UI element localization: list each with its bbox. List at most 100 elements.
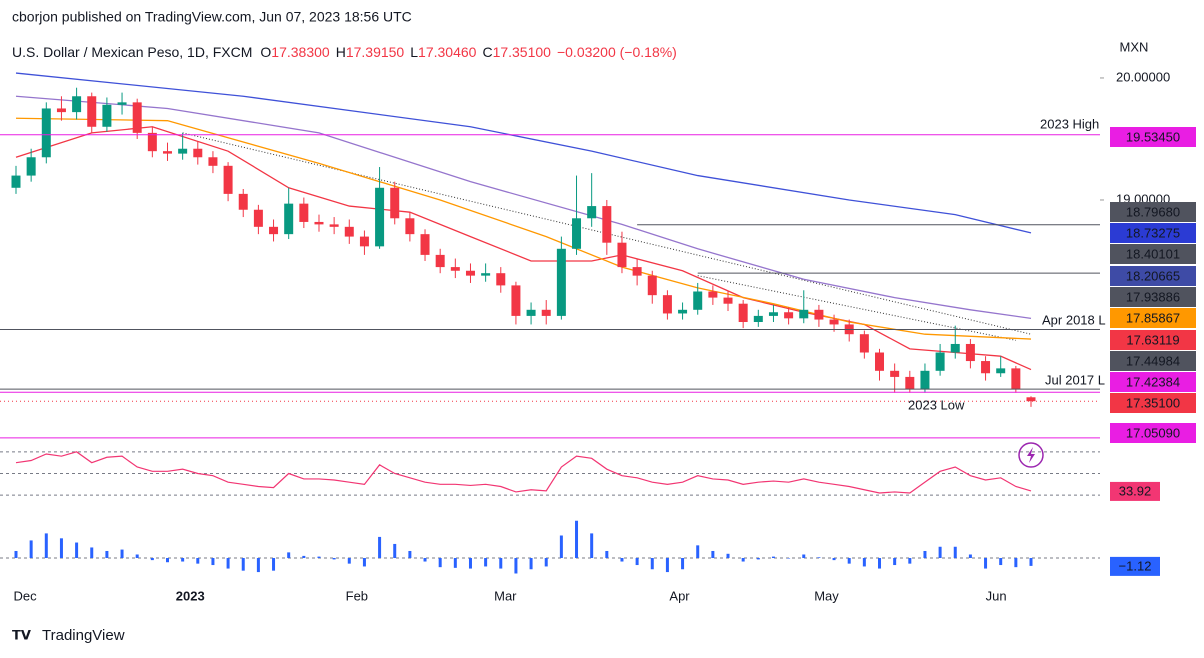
price-label-box [1110, 287, 1196, 307]
candle-body [890, 370, 900, 377]
histogram-bar [681, 558, 685, 570]
candle-body [950, 343, 960, 353]
rsi-label: 33.92 [1119, 483, 1152, 498]
candle-body [450, 267, 460, 271]
ohlc-value: 17.30460 [418, 44, 477, 60]
candle-body [238, 193, 248, 210]
candle-body [344, 226, 354, 237]
candle-body [723, 297, 733, 304]
candle-body [314, 221, 324, 225]
ohlc-value: 17.38300 [271, 44, 330, 60]
candle-body [965, 343, 975, 362]
price-label-box [1110, 202, 1196, 222]
histogram-bar [575, 520, 579, 559]
candle-body [359, 236, 369, 247]
candle-body [147, 132, 157, 152]
candle-body [678, 309, 688, 314]
histogram-bar [362, 558, 366, 567]
candle-body [541, 309, 551, 316]
histogram-bar [120, 549, 124, 559]
price-label-box [1110, 330, 1196, 350]
currency: MXN [1120, 39, 1149, 54]
histogram-bar [953, 546, 957, 559]
histogram-bar [968, 554, 972, 559]
price-label-box [1110, 127, 1196, 147]
ohlc-key: H [336, 44, 346, 60]
histogram-bar [423, 558, 427, 562]
candle-body [481, 273, 491, 276]
x-tick-label: May [814, 588, 839, 603]
histogram-bar [938, 546, 942, 559]
change: −0.03200 (−0.18%) [557, 44, 677, 60]
histogram-bar [408, 550, 412, 559]
candle-body [526, 309, 536, 316]
histogram-bar [256, 558, 260, 573]
symbol-line: U.S. Dollar / Mexican Peso, 1D, FXCM O17.… [12, 44, 677, 60]
x-tick-label: Jun [986, 588, 1007, 603]
candle-body [269, 226, 279, 235]
candle-body [87, 96, 97, 127]
y-tick-label: 20.00000 [1116, 69, 1170, 84]
candle-body [1026, 397, 1036, 402]
histogram-bar [29, 540, 33, 559]
candle-body [299, 203, 309, 222]
histogram-bar [196, 558, 200, 564]
price-label-box [1110, 372, 1196, 392]
symbol: U.S. Dollar / Mexican Peso, 1D, FXCM [12, 44, 252, 60]
candle-body [753, 315, 763, 323]
histogram-bar [211, 558, 215, 566]
histogram-bar [620, 558, 624, 562]
candle-body [178, 148, 188, 154]
candle-body [572, 218, 582, 249]
histogram-bar [438, 558, 442, 568]
candle-body [814, 309, 824, 320]
histogram-bar [14, 550, 18, 559]
candle-body [193, 148, 203, 158]
candle-body [405, 218, 415, 235]
candle-body [72, 96, 82, 113]
annotation: 2023 High [1040, 116, 1099, 131]
candle-body [617, 242, 627, 268]
brand-logo: ⁠𝗧𝗩 [12, 627, 31, 642]
histogram-bar [590, 533, 594, 559]
x-tick-label: 2023 [176, 588, 205, 603]
histogram-bar [756, 558, 760, 560]
price-label-box [1110, 223, 1196, 243]
candle-body [859, 334, 869, 353]
candle-body [920, 370, 930, 390]
rsi-line [15, 451, 1032, 494]
candle-body [375, 187, 385, 247]
candle-body [829, 319, 839, 325]
price-label: 17.44984 [1126, 353, 1180, 368]
candle-body [117, 102, 127, 105]
histogram-bar [787, 558, 791, 559]
published-line: cborjon published on TradingView.com, Ju… [12, 9, 412, 25]
candle-body [102, 104, 112, 127]
histogram-bar [44, 533, 48, 559]
annotation: Jul 2017 L [1045, 372, 1105, 387]
histogram-bar [771, 556, 775, 559]
histogram-bar [90, 547, 94, 559]
histogram-bar [241, 558, 245, 571]
candle-body [41, 108, 51, 158]
histogram-bar [605, 550, 609, 559]
histogram-bar [332, 558, 336, 560]
main-pane [11, 72, 1036, 407]
candle-body [56, 108, 66, 113]
candle-body [996, 368, 1006, 374]
histogram-bar [741, 558, 745, 562]
candle-body [738, 303, 748, 323]
histogram-bar [847, 558, 851, 564]
moving-average [15, 72, 1032, 234]
histogram-bar [696, 545, 700, 559]
price-label-box [1110, 423, 1196, 443]
ohlc-value: 17.35100 [493, 44, 552, 60]
candle-body [223, 165, 233, 194]
candle-body [981, 361, 991, 374]
candle-body [329, 224, 339, 227]
candle-body [935, 352, 945, 371]
histogram-bar [1029, 558, 1033, 566]
candle-body [602, 206, 612, 243]
histogram-bar [453, 558, 457, 568]
